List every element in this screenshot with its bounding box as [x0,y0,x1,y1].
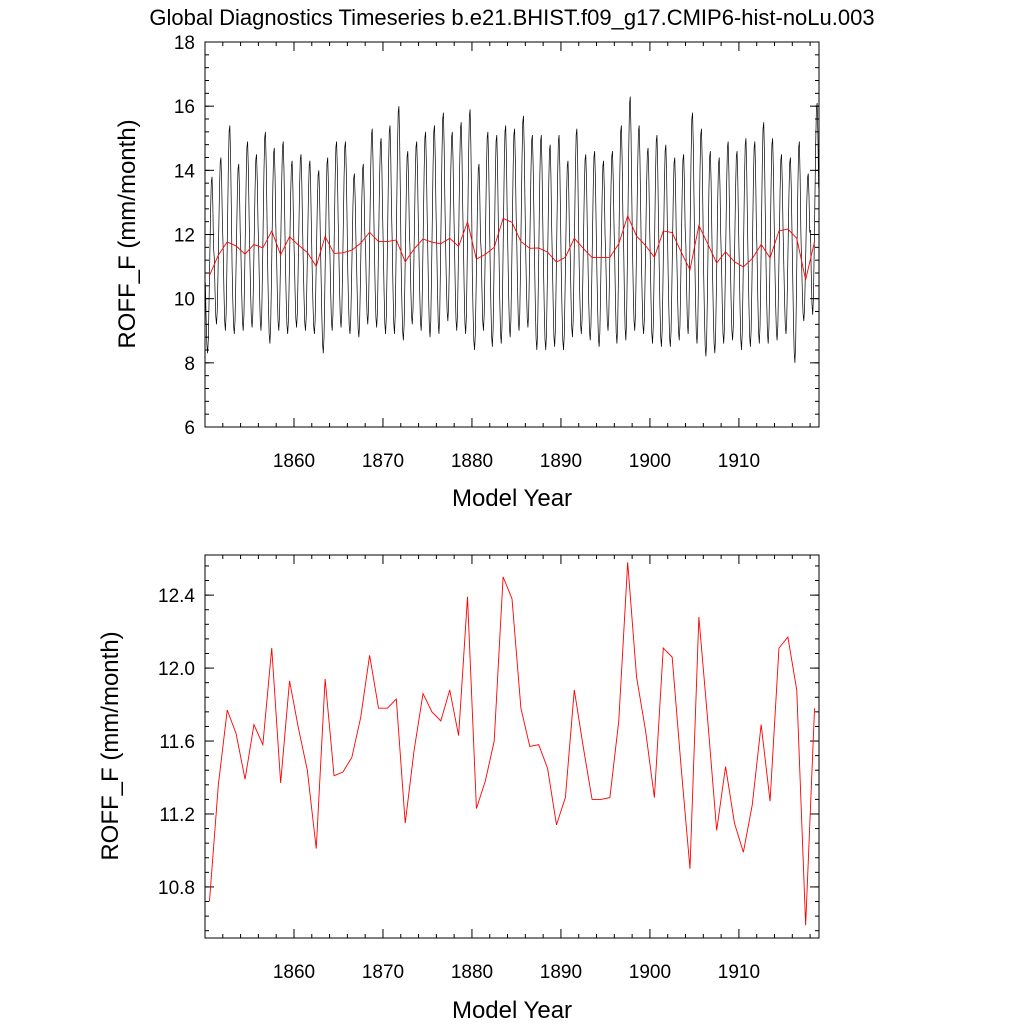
x-tick-label: 1910 [718,451,760,472]
x-tick-label: 1910 [718,962,760,983]
bottom-panel: 10.8 11.2 11.6 12.0 12.4 1860 1870 1880 1890 190… [97,554,820,1024]
y-tick-label: 14 [174,161,196,182]
x-tick-label: 1900 [629,962,671,983]
series-top [205,96,819,363]
annual-mean-series-line [209,562,815,926]
chart-title: Global Diagnostics Timeseries b.e21.BHIS… [149,5,874,30]
x-tick-label: 1860 [273,962,315,983]
x-tick-label: 1880 [451,962,493,983]
y-tick-label: 10.8 [158,878,195,899]
y-tick-label: 12.0 [158,659,195,680]
x-tick-label: 1860 [273,451,315,472]
x-tick-label: 1890 [540,451,582,472]
x-axis-label-bottom: Model Year [452,997,572,1024]
y-axis-label-top: ROFF_F (mm/month) [114,119,141,348]
y-tick-label: 6 [184,418,195,439]
plot-frame-bottom [204,554,820,939]
x-tick-label: 1880 [451,451,493,472]
annual-mean-series-line [209,214,815,280]
x-tick-label: 1900 [629,451,671,472]
x-ticks-bottom: 1860 1870 1880 1890 1900 1910 [222,555,811,983]
y-ticks-top: 6 8 10 12 14 16 18 [174,33,819,439]
x-ticks-top: 1860 1870 1880 1890 1900 1910 [222,42,811,472]
monthly-series-line [205,96,819,363]
y-tick-label: 18 [174,33,195,54]
x-tick-label: 1890 [540,962,582,983]
y-tick-label: 10 [174,290,195,311]
x-tick-label: 1870 [362,962,404,983]
y-tick-label: 12.4 [158,586,195,607]
series-bottom [209,562,815,926]
y-tick-label: 11.6 [159,732,195,753]
y-tick-label: 12 [174,226,195,247]
y-tick-label: 16 [174,97,195,118]
y-ticks-bottom: 10.8 11.2 11.6 12.0 12.4 [158,565,819,932]
x-tick-label: 1870 [362,451,404,472]
top-panel: 6 8 10 12 14 16 18 1860 1870 1880 1890 1900 1910 Mo… [114,33,820,512]
x-axis-label-top: Model Year [452,485,572,512]
y-tick-label: 8 [184,354,195,375]
y-axis-label-bottom: ROFF_F (mm/month) [97,631,124,860]
y-tick-label: 11.2 [159,805,195,826]
